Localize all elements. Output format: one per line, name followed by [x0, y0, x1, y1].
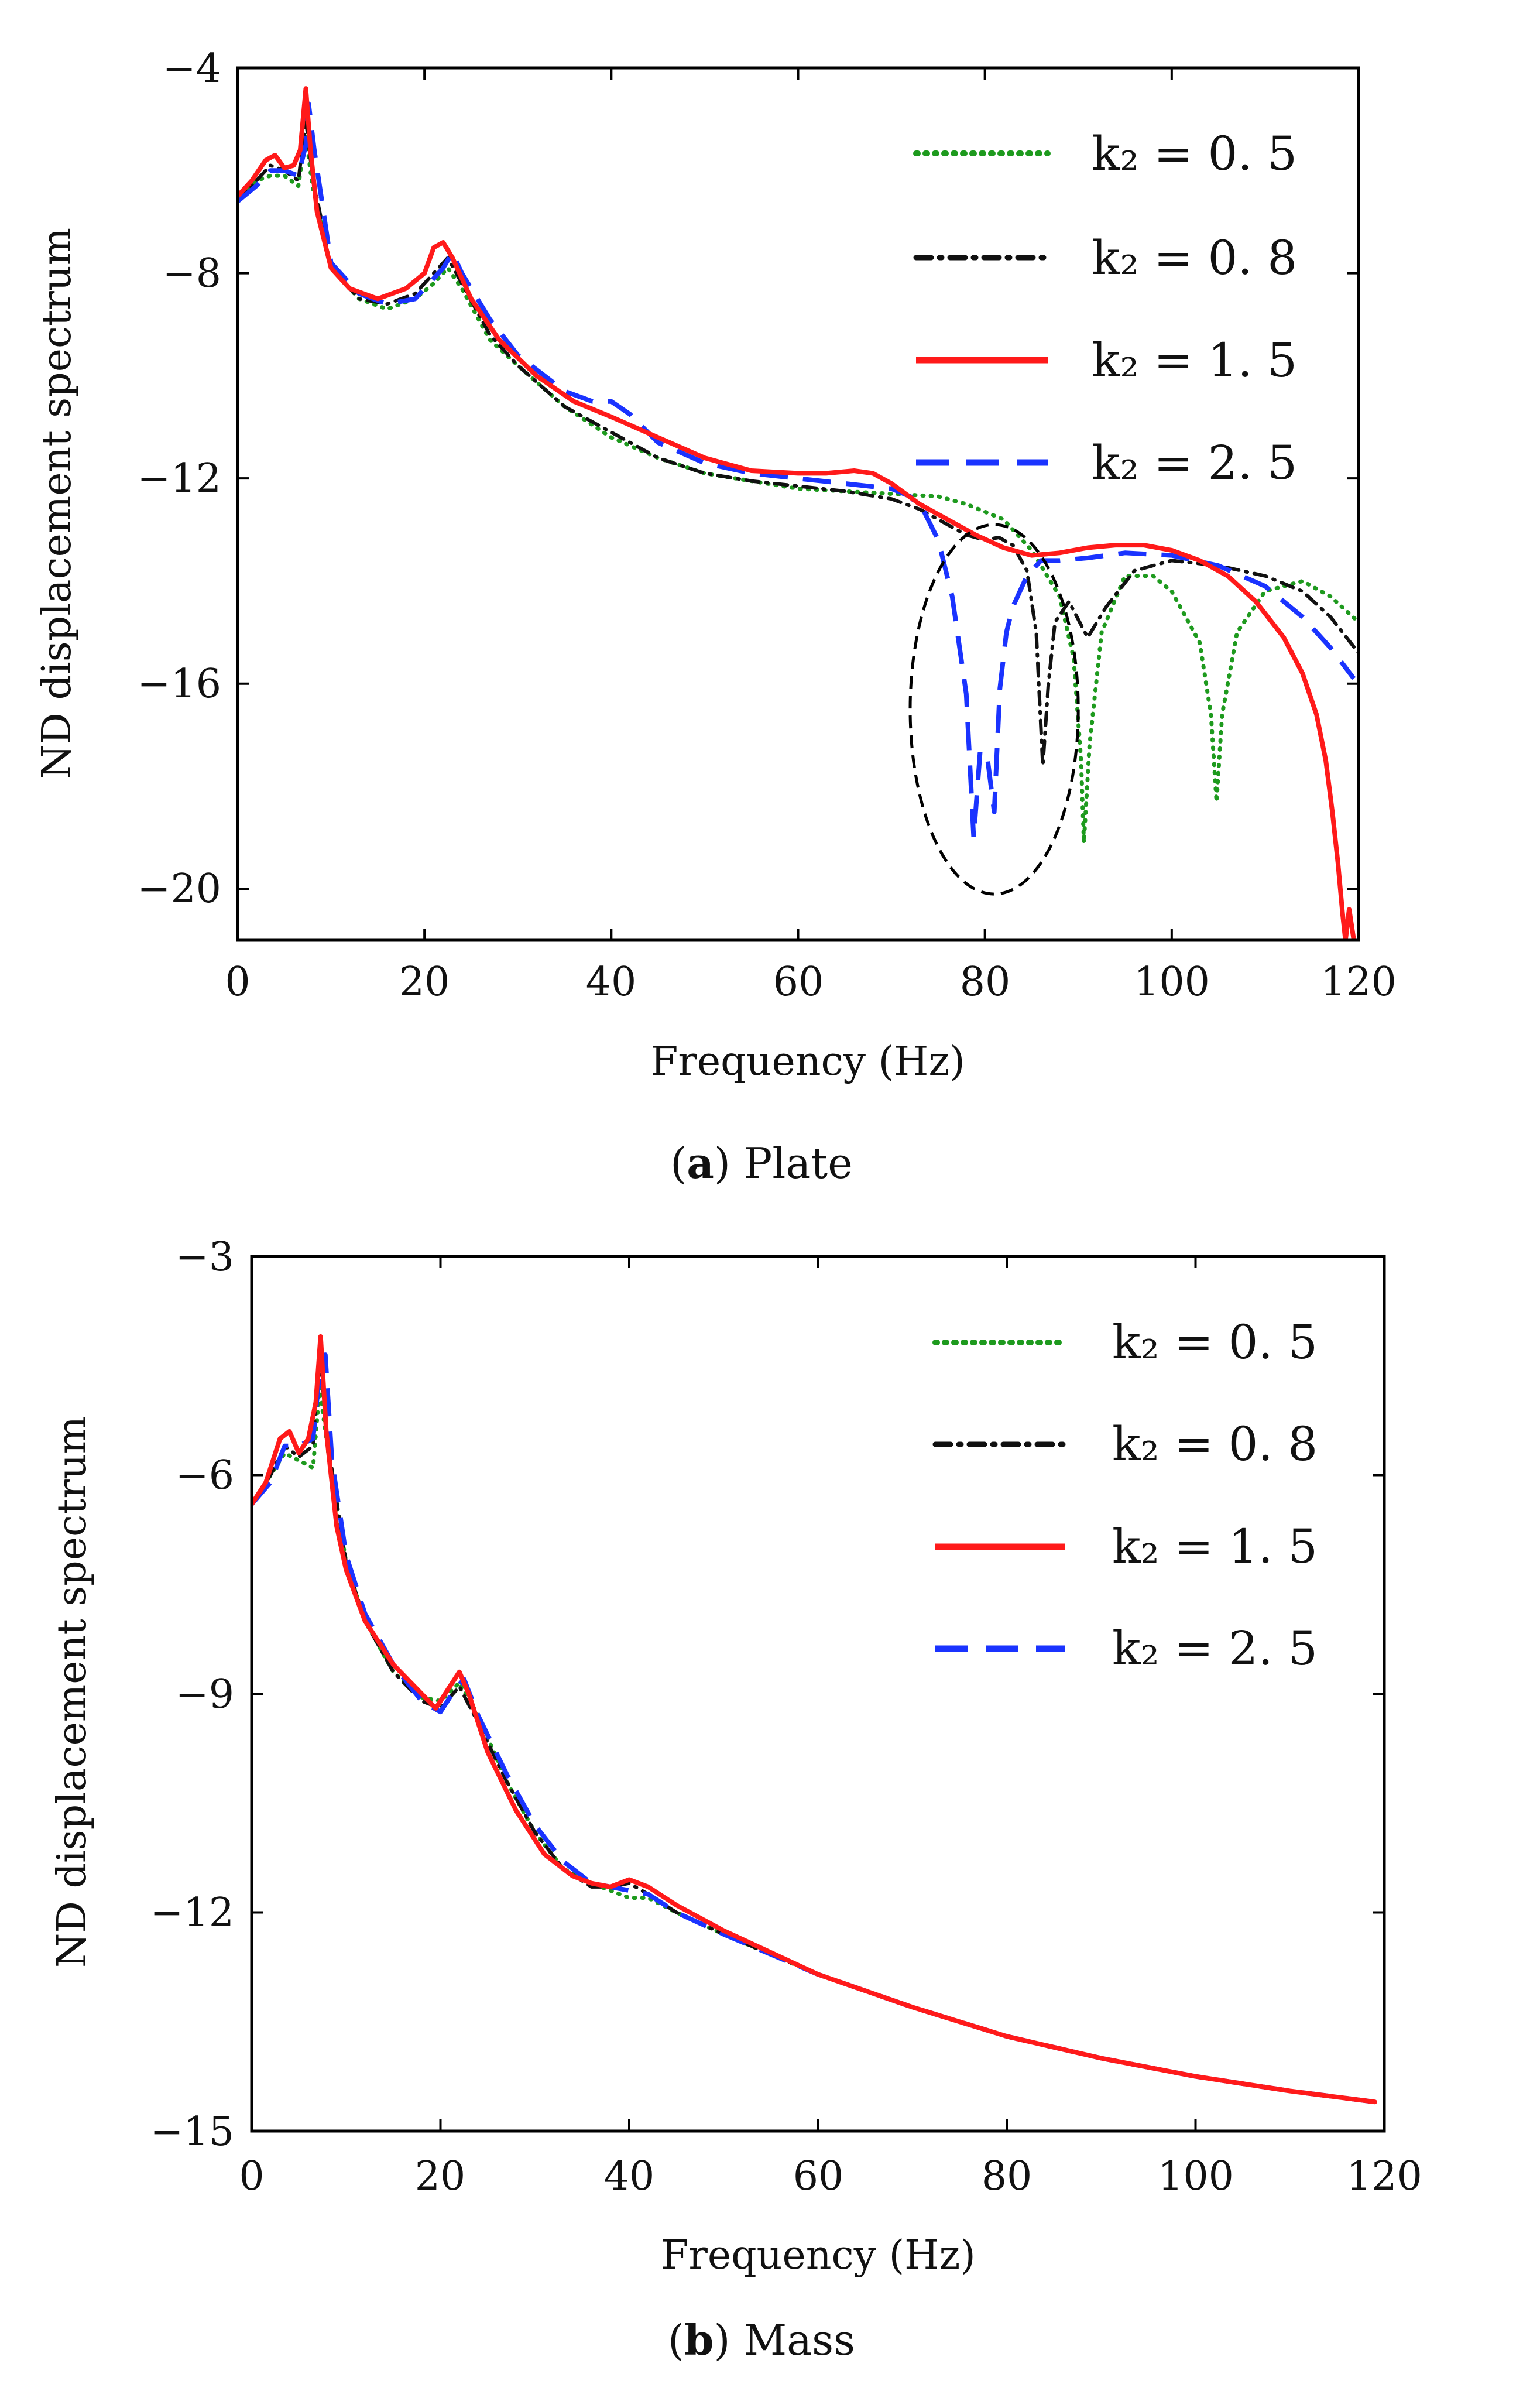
plate-x-axis-label: Frequency (Hz): [650, 1039, 965, 1085]
plate-x-tick-label: 40: [586, 959, 637, 1005]
mass-y-tick-label: −15: [150, 2109, 234, 2155]
mass-legend-label-k05: k₂ = 0. 5: [1112, 1315, 1318, 1369]
mass-y-axis-label: ND displacement spectrum: [49, 1416, 95, 1968]
mass-caption: (b) Mass: [668, 2315, 855, 2365]
plate-legend-label-k05: k₂ = 0. 5: [1092, 126, 1297, 181]
plate-y-tick-label: −20: [137, 866, 221, 912]
plate-y-tick-label: −12: [137, 455, 221, 502]
mass-legend-label-k25: k₂ = 2. 5: [1112, 1621, 1318, 1676]
plate-caption-letter: a: [687, 1138, 714, 1188]
plate-series-line-k15: [238, 86, 1356, 940]
plate-series: [238, 86, 1359, 940]
mass-x-tick-label: 60: [793, 2153, 844, 2200]
mass-series-line-k05: [252, 1385, 1377, 2104]
plate-legend: k₂ = 0. 5 k₂ = 0. 8 k₂ = 1. 5 k₂ = 2. 5: [913, 126, 1297, 490]
plate-x-tick-label: 100: [1134, 959, 1210, 1005]
plate-ticks: [236, 67, 1360, 940]
plate-y-axis-label: ND displacement spectrum: [34, 228, 80, 779]
plate-legend-label-k08: k₂ = 0. 8: [1092, 231, 1297, 285]
mass-x-tick-label: 40: [604, 2153, 655, 2200]
plate-y-tick-label: −8: [163, 251, 221, 297]
plate-x-tick-label: 0: [225, 959, 250, 1005]
mass-legend-label-k15: k₂ = 1. 5: [1112, 1519, 1318, 1574]
mass-y-tick-label: −12: [150, 1890, 234, 1936]
plate-series-line-k05: [238, 132, 1359, 845]
plate-x-tick-label: 80: [960, 959, 1011, 1005]
plate-series-line-k25: [238, 101, 1356, 840]
mass-x-tick-label: 80: [982, 2153, 1033, 2200]
plate-caption-text: Plate: [744, 1139, 853, 1188]
mass-x-tick-label: 120: [1346, 2153, 1422, 2200]
plate-x-tick-label: 60: [773, 959, 824, 1005]
mass-series-line-k15: [252, 1334, 1377, 2105]
plate-plot-frame: [236, 66, 1360, 942]
plate-y-tick-label: −16: [137, 661, 221, 707]
mass-x-tick-label: 0: [239, 2153, 264, 2200]
mass-ticks: [251, 1255, 1385, 2132]
mass-y-tick-label: −6: [176, 1453, 234, 1499]
plate-legend-label-k25: k₂ = 2. 5: [1092, 436, 1297, 490]
mass-chart: Frequency (Hz) ND displacement spectrum …: [49, 1234, 1422, 2365]
mass-y-tick-label: −3: [176, 1234, 234, 1280]
plate-x-tick-label: 120: [1320, 959, 1397, 1005]
mass-caption-letter: b: [684, 2315, 714, 2365]
plate-legend-label-k15: k₂ = 1. 5: [1092, 333, 1297, 388]
mass-caption-text: Mass: [743, 2315, 855, 2365]
mass-legend-label-k08: k₂ = 0. 8: [1112, 1417, 1318, 1471]
mass-x-tick-label: 20: [415, 2153, 466, 2200]
mass-x-tick-label: 100: [1158, 2153, 1234, 2200]
mass-y-tick-label: −9: [176, 1671, 234, 1718]
plate-chart: Frequency (Hz) ND displacement spectrum …: [34, 46, 1397, 1188]
mass-x-axis-label: Frequency (Hz): [661, 2232, 976, 2279]
mass-series: [252, 1334, 1377, 2105]
mass-legend: k₂ = 0. 5 k₂ = 0. 8 k₂ = 1. 5 k₂ = 2. 5: [932, 1315, 1318, 1676]
plate-x-tick-label: 20: [399, 959, 450, 1005]
plate-y-tick-label: −4: [163, 46, 221, 92]
plate-caption: (a) Plate: [670, 1138, 853, 1188]
plate-annotation-ellipse: [908, 523, 1080, 896]
